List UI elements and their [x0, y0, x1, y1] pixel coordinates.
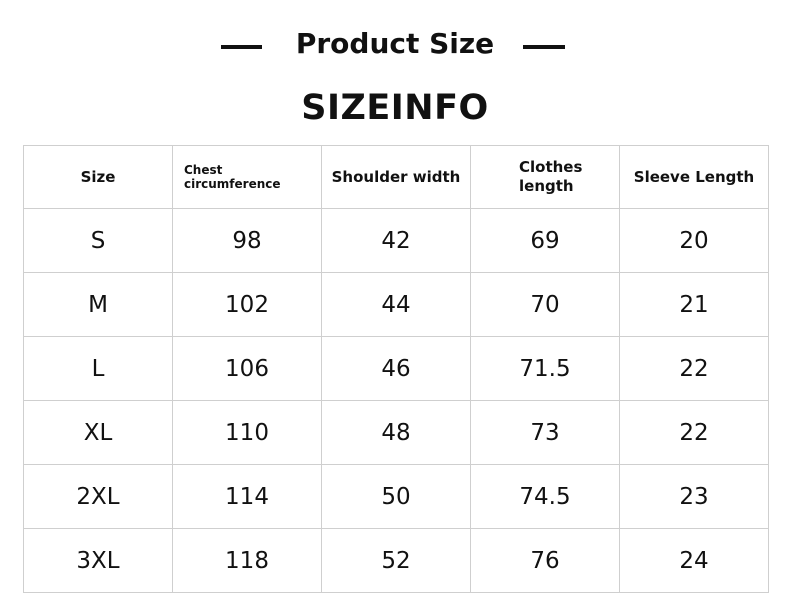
size-table: Size Chest circumference Shoulder width Clo… [23, 145, 769, 593]
title-dash [523, 45, 565, 49]
value-cell: 42 [321, 208, 471, 273]
value-cell: 48 [321, 400, 471, 465]
value-cell: 70 [470, 272, 620, 337]
value-cell: 46 [321, 336, 471, 401]
size-cell: S [23, 208, 173, 273]
title-row: Product Size [0, 24, 790, 64]
table-body: S 98 42 69 20 M 102 44 70 21 L 106 46 71.5 22 XL 110 48 73… [23, 208, 769, 593]
value-cell: 76 [470, 528, 620, 593]
size-cell: XL [23, 400, 173, 465]
value-cell: 69 [470, 208, 620, 273]
value-cell: 106 [172, 336, 322, 401]
column-header: Chest circumference [172, 145, 322, 209]
table-row: S 98 42 69 20 [23, 208, 769, 273]
size-cell: 3XL [23, 528, 173, 593]
value-cell: 74.5 [470, 464, 620, 529]
value-cell: 22 [619, 400, 769, 465]
value-cell: 118 [172, 528, 322, 593]
size-cell: M [23, 272, 173, 337]
column-header: Clothes length [470, 145, 620, 209]
value-cell: 22 [619, 336, 769, 401]
value-cell: 114 [172, 464, 322, 529]
value-cell: 102 [172, 272, 322, 337]
value-cell: 50 [321, 464, 471, 529]
value-cell: 73 [470, 400, 620, 465]
header-row: Size Chest circumference Shoulder width Clo… [23, 145, 769, 209]
column-header: Sleeve Length [619, 145, 769, 209]
value-cell: 23 [619, 464, 769, 529]
subtitle: SIZEINFO [301, 88, 489, 128]
size-cell: 2XL [23, 464, 173, 529]
value-cell: 71.5 [470, 336, 620, 401]
value-cell: 44 [321, 272, 471, 337]
column-header: Shoulder width [321, 145, 471, 209]
title-dash [221, 45, 262, 49]
table-row: L 106 46 71.5 22 [23, 336, 769, 401]
table-row: 3XL 118 52 76 24 [23, 528, 769, 593]
value-cell: 20 [619, 208, 769, 273]
value-cell: 52 [321, 528, 471, 593]
size-cell: L [23, 336, 173, 401]
value-cell: 21 [619, 272, 769, 337]
title: Product Size [295, 27, 495, 60]
table-row: M 102 44 70 21 [23, 272, 769, 337]
value-cell: 98 [172, 208, 322, 273]
table-row: 2XL 114 50 74.5 23 [23, 464, 769, 529]
value-cell: 110 [172, 400, 322, 465]
column-header: Size [23, 145, 173, 209]
value-cell: 24 [619, 528, 769, 593]
table-row: XL 110 48 73 22 [23, 400, 769, 465]
